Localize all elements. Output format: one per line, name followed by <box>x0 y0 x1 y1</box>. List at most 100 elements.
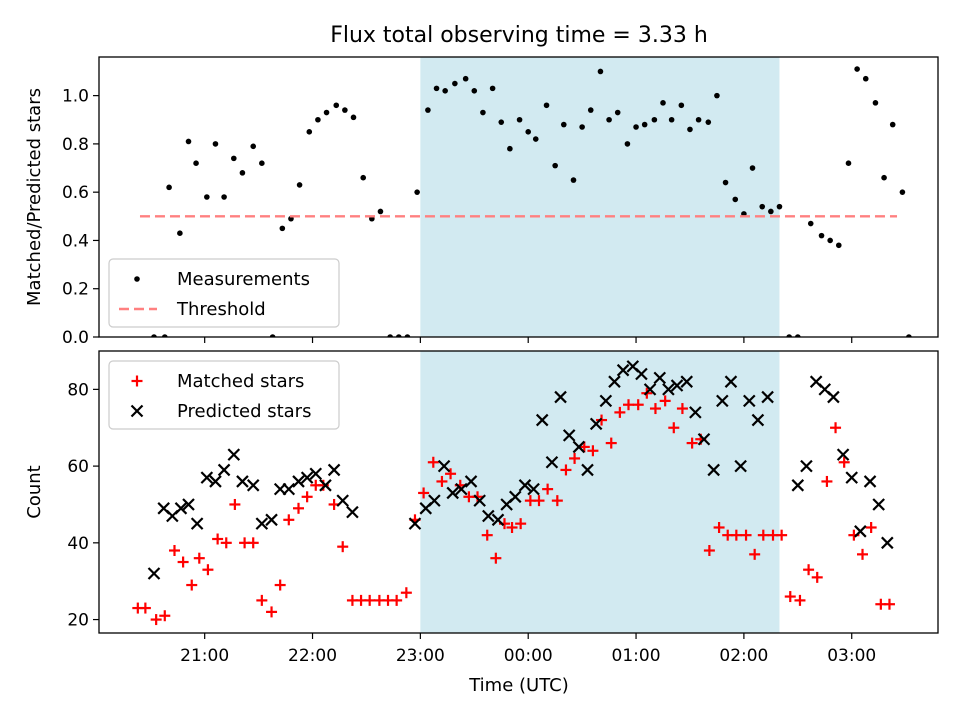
legend-marker <box>130 404 144 418</box>
data-point <box>705 119 712 125</box>
marker-stroke <box>292 475 305 488</box>
marker-stroke <box>836 448 850 461</box>
data-point <box>217 463 231 477</box>
legend-item: Matched stars <box>131 371 304 392</box>
data-point <box>506 521 518 533</box>
data-point <box>724 375 738 388</box>
data-point <box>473 494 486 507</box>
data-point <box>204 194 210 200</box>
data-point <box>336 494 349 507</box>
marker-stroke <box>428 494 441 507</box>
data-point <box>186 579 198 591</box>
data-point <box>751 413 765 427</box>
marker-stroke <box>255 517 269 530</box>
data-point <box>881 536 894 550</box>
observing-window-span <box>420 57 780 337</box>
data-point <box>668 116 675 123</box>
data-point <box>854 525 867 538</box>
data-point <box>569 452 581 464</box>
data-point <box>776 529 788 541</box>
data-point <box>507 145 513 152</box>
x-axis-label: Time (UTC) <box>468 675 569 696</box>
data-point <box>552 162 558 169</box>
legend-item: Threshold <box>119 299 266 320</box>
data-point <box>266 606 278 618</box>
data-point <box>643 383 657 396</box>
data-point <box>296 182 303 188</box>
data-point <box>749 165 756 171</box>
data-point <box>622 399 634 411</box>
data-point <box>545 455 559 469</box>
data-point <box>151 334 157 337</box>
marker-stroke <box>319 479 332 492</box>
data-point <box>641 121 648 128</box>
data-point <box>863 475 877 488</box>
data-point <box>562 429 576 442</box>
marker-stroke <box>554 390 567 404</box>
data-point <box>713 521 725 533</box>
data-point <box>587 107 594 113</box>
marker-stroke <box>527 482 540 496</box>
data-point <box>578 441 590 453</box>
marker-stroke <box>800 459 813 473</box>
data-point <box>508 490 522 504</box>
data-point <box>350 114 357 121</box>
data-point <box>651 116 658 123</box>
marker-stroke <box>689 406 702 419</box>
marker-stroke <box>626 360 640 373</box>
data-point <box>498 119 505 125</box>
data-point <box>472 491 484 503</box>
data-point <box>395 334 402 337</box>
bottom-panel: 21:00 22:00 23:00 00:00 01:00 02:00 03:00 20 40 6… <box>24 350 939 666</box>
y-tick-label: 0.6 <box>62 183 89 203</box>
y-tick-label: 20 <box>67 611 89 631</box>
data-point <box>830 422 842 434</box>
data-point <box>827 390 840 404</box>
legend-box <box>108 360 340 430</box>
data-point <box>632 399 644 411</box>
marker-stroke <box>130 404 144 418</box>
data-point <box>624 141 631 147</box>
marker-stroke <box>246 479 260 492</box>
data-point <box>881 174 887 181</box>
data-point <box>659 395 671 407</box>
legend-item: Predicted stars <box>130 401 311 422</box>
data-point <box>471 87 478 94</box>
data-point <box>428 494 441 507</box>
marker-stroke <box>535 413 549 427</box>
axes-frame <box>98 56 939 338</box>
marker-stroke <box>751 413 765 427</box>
data-point <box>259 160 265 167</box>
data-point <box>182 498 195 511</box>
data-point <box>462 75 469 82</box>
marker-stroke <box>236 475 249 488</box>
data-point <box>212 533 224 545</box>
marker-stroke <box>545 455 559 469</box>
y-axis-label: Matched/Predicted stars <box>24 88 45 306</box>
data-point <box>791 479 805 492</box>
data-point <box>616 363 630 377</box>
data-point <box>202 564 214 576</box>
data-point <box>159 610 171 622</box>
marker-stroke <box>482 509 495 523</box>
data-point <box>757 529 769 541</box>
marker-stroke <box>724 375 738 388</box>
observing-window-span <box>420 351 780 633</box>
data-point <box>480 109 486 116</box>
data-point <box>342 107 348 113</box>
data-point <box>857 548 869 560</box>
data-point <box>734 459 747 473</box>
data-point <box>309 467 323 481</box>
marker-stroke <box>265 513 278 527</box>
marker-stroke <box>680 375 694 388</box>
data-point <box>306 129 313 135</box>
data-point <box>614 406 626 418</box>
marker-stroke <box>716 394 729 408</box>
data-point <box>150 614 162 626</box>
data-point <box>680 375 694 388</box>
data-point <box>147 567 161 580</box>
marker-stroke <box>589 417 603 431</box>
data-point <box>425 107 431 113</box>
data-point <box>581 463 594 477</box>
data-point <box>333 102 340 109</box>
